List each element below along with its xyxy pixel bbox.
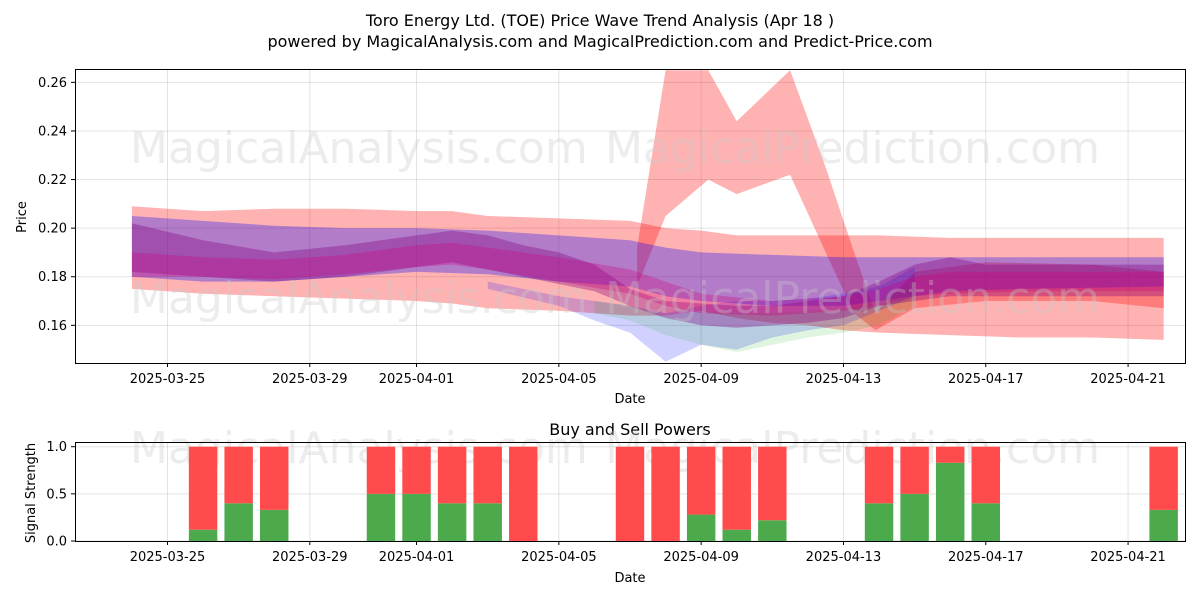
buy-bar bbox=[188, 529, 218, 541]
price-y-tick-label: 0.20 bbox=[38, 222, 67, 237]
buy-bar bbox=[864, 503, 894, 541]
price-band-purple-core bbox=[131, 223, 1164, 328]
price-y-ticks: 0.16 0.18 0.20 0.22 0.24 0.26 bbox=[38, 76, 75, 334]
price-bands bbox=[131, 70, 1164, 362]
price-x-tick-label: 2025-03-29 bbox=[272, 372, 348, 387]
buy-bar bbox=[260, 509, 289, 541]
sell-bar bbox=[971, 446, 1000, 504]
sell-bar bbox=[864, 446, 894, 504]
signal-chart-title: Buy and Sell Powers bbox=[549, 420, 711, 439]
price-y-tick-label: 0.22 bbox=[38, 173, 67, 188]
price-x-tick-label: 2025-04-09 bbox=[663, 372, 739, 387]
signal-x-tick-label: 2025-04-01 bbox=[379, 550, 455, 565]
signal-x-tick-label: 2025-03-25 bbox=[130, 550, 206, 565]
price-y-tick-label: 0.16 bbox=[38, 319, 67, 334]
watermark-analysis-top: MagicalAnalysis.com bbox=[130, 123, 588, 174]
sell-bar bbox=[366, 446, 396, 494]
buy-bar bbox=[366, 493, 396, 541]
signal-x-tick-label: 2025-04-09 bbox=[663, 550, 739, 565]
price-grid bbox=[75, 69, 1185, 363]
sell-bar bbox=[651, 446, 680, 541]
buy-bar bbox=[437, 503, 467, 541]
watermark-prediction-top: MagicalPrediction.com bbox=[605, 123, 1100, 174]
signal-plot-frame bbox=[75, 442, 1186, 542]
chart-title: Toro Energy Ltd. (TOE) Price Wave Trend … bbox=[365, 11, 834, 30]
signal-x-tick-label: 2025-03-29 bbox=[272, 550, 348, 565]
price-x-tick-label: 2025-04-05 bbox=[521, 372, 597, 387]
sell-bar bbox=[260, 446, 289, 510]
signal-x-label: Date bbox=[614, 571, 645, 586]
sell-bar bbox=[686, 446, 716, 515]
price-x-tick-label: 2025-04-21 bbox=[1090, 372, 1166, 387]
price-x-tick-label: 2025-04-13 bbox=[806, 372, 882, 387]
price-x-tick-label: 2025-04-17 bbox=[948, 372, 1024, 387]
price-y-tick-label: 0.24 bbox=[38, 124, 67, 139]
price-x-label: Date bbox=[614, 392, 645, 407]
sell-bar bbox=[1149, 446, 1178, 510]
buy-bar bbox=[722, 529, 751, 541]
sell-bar bbox=[935, 446, 965, 463]
sell-bar bbox=[722, 446, 751, 530]
signal-y-tick-label: 0.0 bbox=[46, 535, 67, 550]
signal-x-tick-label: 2025-04-17 bbox=[948, 550, 1024, 565]
sell-bar bbox=[402, 446, 431, 494]
sell-bar bbox=[615, 446, 645, 541]
price-y-tick-label: 0.18 bbox=[38, 270, 67, 285]
price-plot-frame bbox=[75, 69, 1186, 364]
watermark-analysis-mid: MagicalAnalysis.com bbox=[130, 273, 588, 324]
signal-x-ticks: 2025-03-25 2025-03-29 2025-04-01 2025-04-05… bbox=[130, 541, 1166, 565]
signal-y-tick-label: 1.0 bbox=[46, 440, 67, 455]
buy-bar bbox=[473, 503, 502, 541]
sell-bar bbox=[900, 446, 929, 494]
price-y-label: Price bbox=[15, 201, 30, 233]
signal-y-tick-label: 0.5 bbox=[46, 487, 67, 502]
signal-y-label: Signal Strength bbox=[24, 443, 39, 543]
price-band-magenta-mid bbox=[131, 242, 1164, 316]
signal-x-tick-label: 2025-04-21 bbox=[1090, 550, 1166, 565]
watermark-prediction-mid: MagicalPrediction.com bbox=[605, 273, 1100, 324]
signal-x-tick-label: 2025-04-05 bbox=[521, 550, 597, 565]
buy-bar bbox=[1149, 509, 1178, 541]
signal-x-tick-label: 2025-04-13 bbox=[806, 550, 882, 565]
buy-bar bbox=[686, 514, 716, 541]
signal-bars bbox=[188, 446, 1178, 541]
price-band-red-envelope bbox=[131, 206, 1164, 340]
sell-bar bbox=[188, 446, 218, 530]
price-band-blue-band bbox=[131, 216, 1164, 306]
price-chart: MagicalAnalysis.com MagicalPrediction.co… bbox=[15, 69, 1186, 407]
price-band-blue-dip bbox=[487, 267, 915, 362]
sell-bar bbox=[509, 446, 538, 541]
signal-y-ticks: 0.0 0.5 1.0 bbox=[46, 440, 75, 550]
sell-bar bbox=[758, 446, 787, 521]
buy-bar bbox=[224, 503, 253, 541]
price-y-tick-label: 0.26 bbox=[38, 76, 67, 91]
sell-bar bbox=[437, 446, 467, 504]
price-x-tick-label: 2025-04-01 bbox=[379, 372, 455, 387]
buy-bar bbox=[900, 493, 929, 541]
price-x-ticks: 2025-03-25 2025-03-29 2025-04-01 2025-04-05… bbox=[130, 363, 1166, 387]
price-band-red-spike bbox=[637, 70, 1164, 331]
buy-bar bbox=[935, 462, 965, 541]
buy-bar bbox=[971, 503, 1000, 541]
chart-subtitle: powered by MagicalAnalysis.com and Magic… bbox=[267, 32, 932, 51]
price-x-tick-label: 2025-03-25 bbox=[130, 372, 206, 387]
sell-bar bbox=[473, 446, 502, 504]
signal-chart: Buy and Sell Powers MagicalAnalysis.com … bbox=[24, 420, 1186, 586]
sell-bar bbox=[224, 446, 253, 504]
buy-bar bbox=[402, 493, 431, 541]
buy-bar bbox=[758, 520, 787, 541]
price-band-green-dip bbox=[594, 281, 915, 353]
